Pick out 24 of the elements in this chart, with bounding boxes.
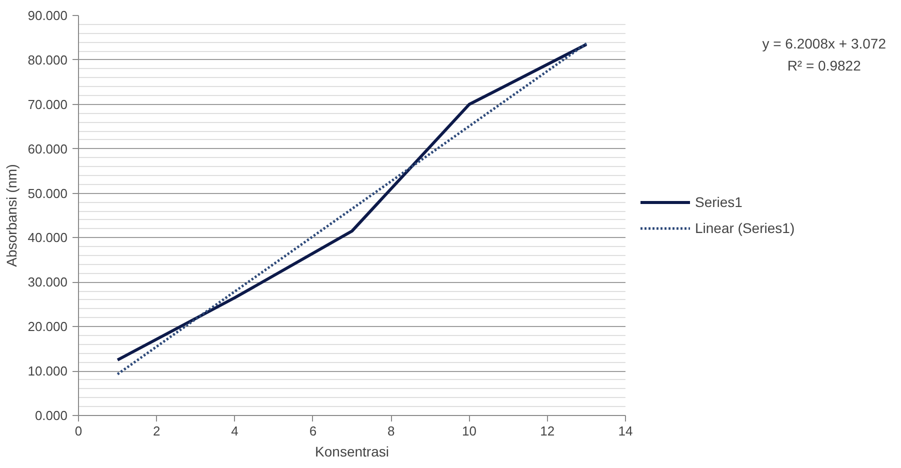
legend-label: Series1	[695, 194, 742, 210]
x-tick-label: 0	[74, 424, 82, 438]
x-tick-label: 8	[387, 424, 395, 438]
y-tick-label: 40.000	[28, 230, 68, 246]
y-tick-label: 0.000	[34, 408, 68, 423]
y-tick-label: 20.000	[28, 319, 68, 334]
y-tick-label: 50.000	[28, 186, 68, 201]
y-tick-label: 70.000	[28, 96, 68, 112]
y-tick-label: 80.000	[28, 52, 68, 68]
text: y = 6.2008x + 3.072	[762, 36, 886, 52]
x-tick-label: 2	[153, 424, 160, 438]
x-tick-label: 10	[462, 424, 476, 438]
text: R² = 0.9822	[787, 58, 862, 74]
legend-label: Linear (Series1)	[695, 220, 795, 236]
y-axis-title: Absorbansi (nm)	[4, 164, 20, 267]
x-tick-label: 14	[618, 424, 633, 438]
y-tick-label: 10.000	[28, 364, 68, 379]
y-tick-label: 90.000	[28, 8, 68, 23]
x-axis-title: Konsentrasi	[315, 444, 389, 460]
y-tick-label: 60.000	[28, 141, 68, 156]
y-tick-label: 30.000	[28, 274, 68, 290]
x-tick-label: 6	[309, 424, 317, 438]
x-tick-label: 4	[231, 424, 238, 438]
x-tick-label: 12	[540, 424, 555, 438]
